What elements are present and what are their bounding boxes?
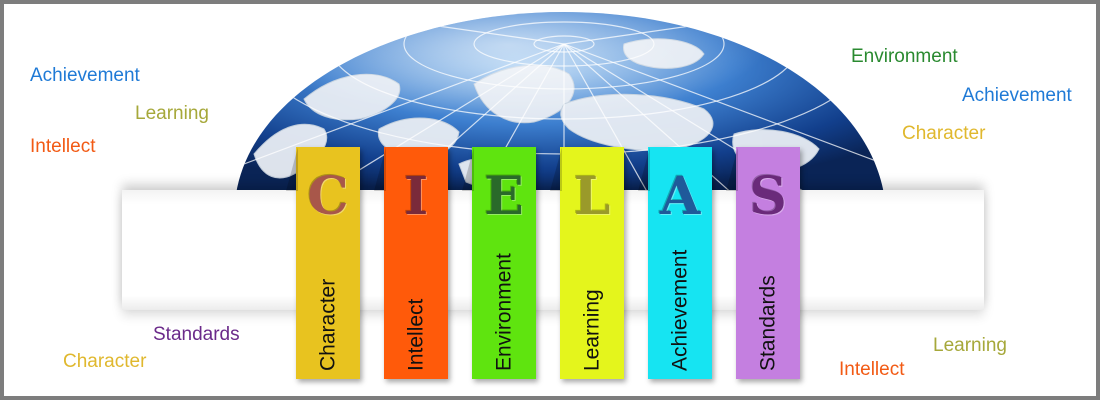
tab-intellect: I Intellect [374,147,448,379]
tab-environment: E Environment [462,147,536,379]
tab-standards: S Standards [726,147,800,379]
tab-label-environment: Environment [492,253,516,371]
tab-achievement: A Achievement [638,147,712,379]
tab-label-standards: Standards [756,275,780,371]
white-band [122,190,984,310]
tab-label-character: Character [316,278,340,371]
word-environment-right: Environment [851,46,958,67]
tab-character: C Character [286,147,360,379]
tab-label-achievement: Achievement [668,249,692,371]
letter-c: C [307,166,349,227]
word-achievement-right: Achievement [962,85,1072,106]
tab-label-learning: Learning [580,289,604,371]
letter-e: E [484,166,524,227]
word-intellect-right: Intellect [839,359,905,380]
word-learning-right: Learning [933,335,1007,356]
word-character-left: Character [63,351,147,372]
letter-i: I [403,166,429,227]
word-learning-left: Learning [135,103,209,124]
letter-l: L [573,166,611,227]
tab-learning: L Learning [550,147,624,379]
word-intellect-left: Intellect [30,136,96,157]
letter-s: S [749,166,787,227]
word-achievement-left: Achievement [30,65,140,86]
word-standards-left: Standards [153,324,240,345]
letter-a: A [659,166,701,227]
word-character-right: Character [902,123,986,144]
tab-label-intellect: Intellect [404,298,428,371]
